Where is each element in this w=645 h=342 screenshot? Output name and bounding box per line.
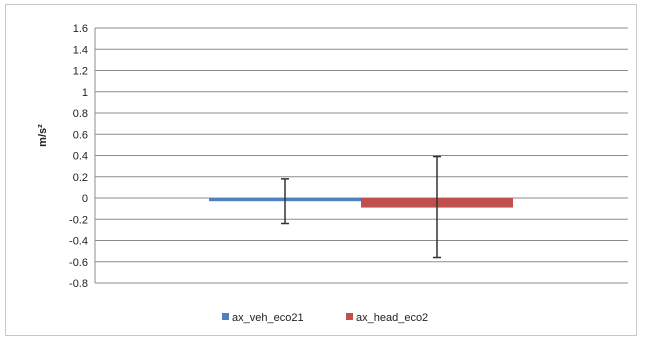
y-tick-label: -0.6: [69, 257, 88, 269]
y-tick-label: 0.4: [73, 151, 88, 163]
legend: ax_veh_eco21 ax_head_eco2: [222, 312, 428, 324]
chart-frame: 1.6 1.4 1.2 1 0.8 0.6 0.4 0.2 0 -0.2 -0.4 -0.6 -0.8 …: [5, 4, 637, 336]
y-tick-label: 0: [82, 193, 88, 205]
bars: [209, 198, 513, 208]
y-axis-title: m/s²: [37, 124, 49, 147]
error-bars: [281, 155, 441, 259]
y-tick-label: -0.4: [69, 236, 88, 248]
gridlines: [94, 27, 628, 284]
legend-label: ax_head_eco2: [356, 312, 428, 324]
y-tick-label: -0.8: [69, 278, 88, 290]
y-tick-label: 1.2: [73, 66, 88, 78]
y-tick-label: -0.2: [69, 214, 88, 226]
legend-swatch: [346, 313, 353, 320]
y-tick-label: 0.6: [73, 129, 88, 141]
chart-svg: 1.61.41.210.80.60.40.20-0.2-0.4-0.6-0.8 …: [37, 23, 628, 324]
legend-swatch: [222, 313, 229, 320]
y-tick-label: 0.8: [73, 108, 88, 120]
y-tick-label: 1: [82, 87, 88, 99]
y-tick-label: 1.4: [73, 44, 88, 56]
y-tick-labels: 1.6 1.4 1.2 1 0.8 0.6 0.4 0.2 0 -0.2 -0.4 -0.6 -0.8: [69, 23, 88, 290]
legend-label: ax_veh_eco21: [232, 312, 304, 324]
y-tick-label: 1.6: [73, 23, 88, 35]
y-tick-label: 0.2: [73, 172, 88, 184]
